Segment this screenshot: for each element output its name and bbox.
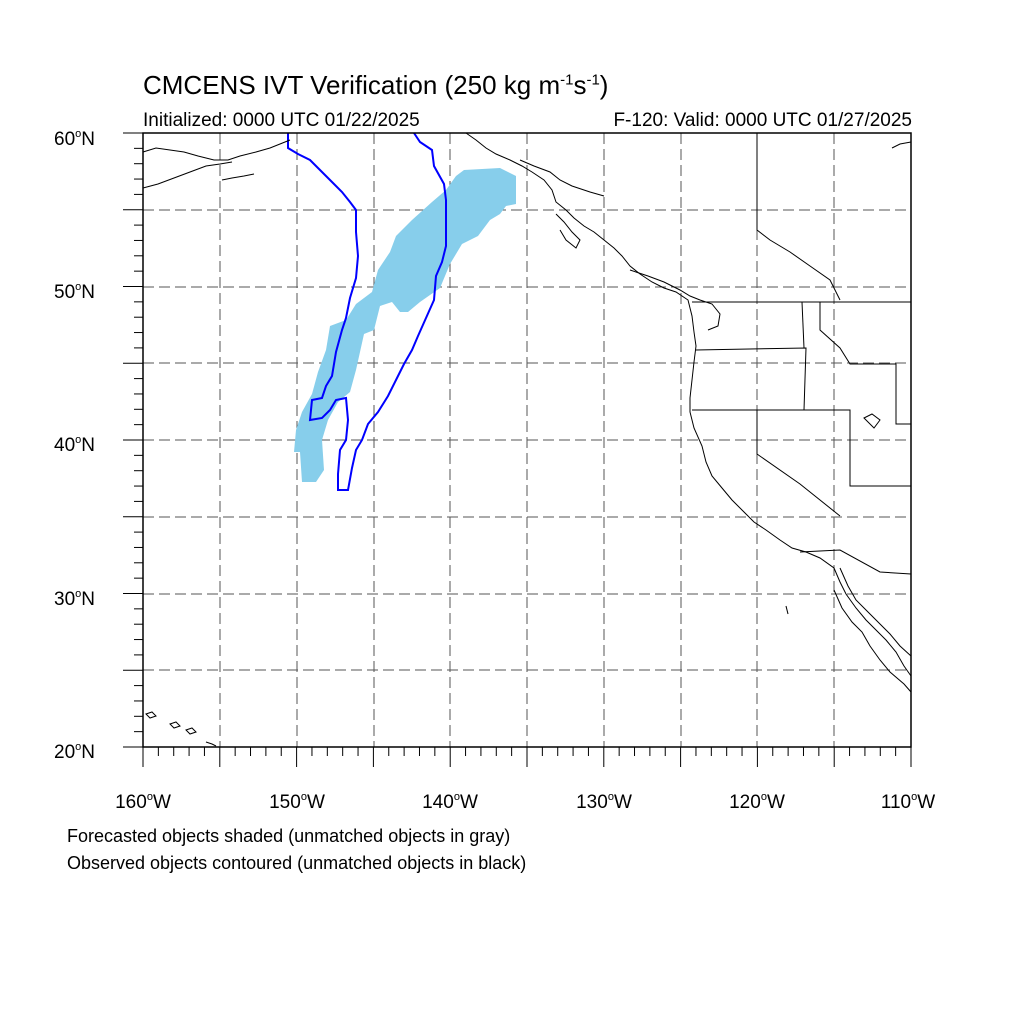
axis-ticks <box>123 132 912 767</box>
lat-label-20n: 20oN <box>54 741 95 763</box>
lat-label-60n: 60oN <box>54 128 95 150</box>
footer-observed-note: Observed objects contoured (unmatched ob… <box>67 853 527 873</box>
lon-label-120w: 120oW <box>729 791 785 813</box>
lon-label-110w: 110oW <box>880 791 936 813</box>
valid-time: F-120: Valid: 0000 UTC 01/27/2025 <box>613 110 912 131</box>
forecast-ivt-object <box>294 168 516 482</box>
lat-label-30n: 30oN <box>54 588 95 610</box>
initialized-time: Initialized: 0000 UTC 01/22/2025 <box>143 110 420 131</box>
coastlines <box>142 132 912 747</box>
footer-forecast-note: Forecasted objects shaded (unmatched obj… <box>67 826 511 846</box>
lon-label-130w: 130oW <box>576 791 632 813</box>
lat-label-50n: 50oN <box>54 281 95 303</box>
lon-label-140w: 140oW <box>422 791 478 813</box>
map-title: CMCENS IVT Verification (250 kg m-1s-1) <box>143 70 609 100</box>
lon-label-160w: 160oW <box>115 791 171 813</box>
observed-ivt-contours <box>287 132 447 491</box>
lon-label-150w: 150oW <box>269 791 325 813</box>
lat-label-40n: 40oN <box>54 434 95 456</box>
lat-lon-grid <box>143 133 911 747</box>
